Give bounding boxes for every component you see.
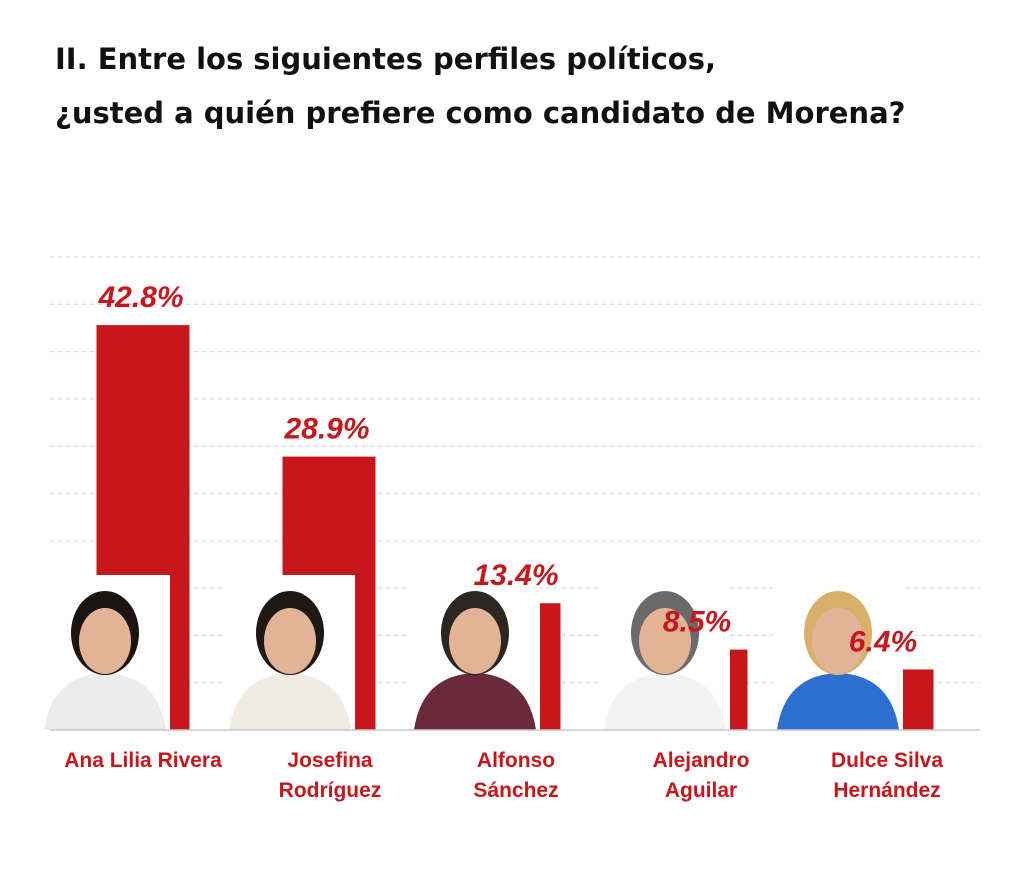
category-label-line: Aguilar — [664, 779, 738, 802]
chart-title: II. Entre los siguientes perfiles políti… — [55, 32, 995, 140]
category-label: Alfonso Sánchez — [426, 746, 606, 806]
category-label: Alejandro Aguilar — [611, 746, 791, 806]
category-label-line: Sánchez — [473, 779, 559, 802]
value-label: 42.8% — [97, 281, 183, 314]
category-label-line: Alejandro — [652, 749, 750, 772]
category-label: Josefina Rodríguez — [240, 746, 420, 806]
candidate-photo — [600, 575, 730, 730]
candidate-photo — [225, 575, 355, 730]
category-label-line: Hernández — [833, 779, 941, 802]
category-label-line: Josefina — [287, 749, 373, 772]
value-label: 6.4% — [849, 625, 917, 658]
candidate-photo — [773, 575, 903, 730]
value-label: 28.9% — [283, 413, 369, 446]
value-label: 13.4% — [473, 559, 558, 592]
category-label: Ana Lilia Rivera — [53, 746, 233, 776]
category-label-line: Rodríguez — [278, 779, 382, 802]
category-label-line: Ana Lilia Rivera — [64, 749, 222, 772]
category-label: Dulce Silva Hernández — [797, 746, 977, 806]
title-line-1: II. Entre los siguientes perfiles políti… — [55, 42, 716, 76]
category-label-line: Alfonso — [476, 749, 556, 772]
candidate-photo — [410, 575, 540, 730]
value-label: 8.5% — [663, 606, 731, 639]
category-label-line: Dulce Silva — [830, 749, 944, 772]
candidate-photo — [40, 575, 170, 730]
title-line-2: ¿usted a quién prefiere como candidato d… — [55, 96, 906, 130]
